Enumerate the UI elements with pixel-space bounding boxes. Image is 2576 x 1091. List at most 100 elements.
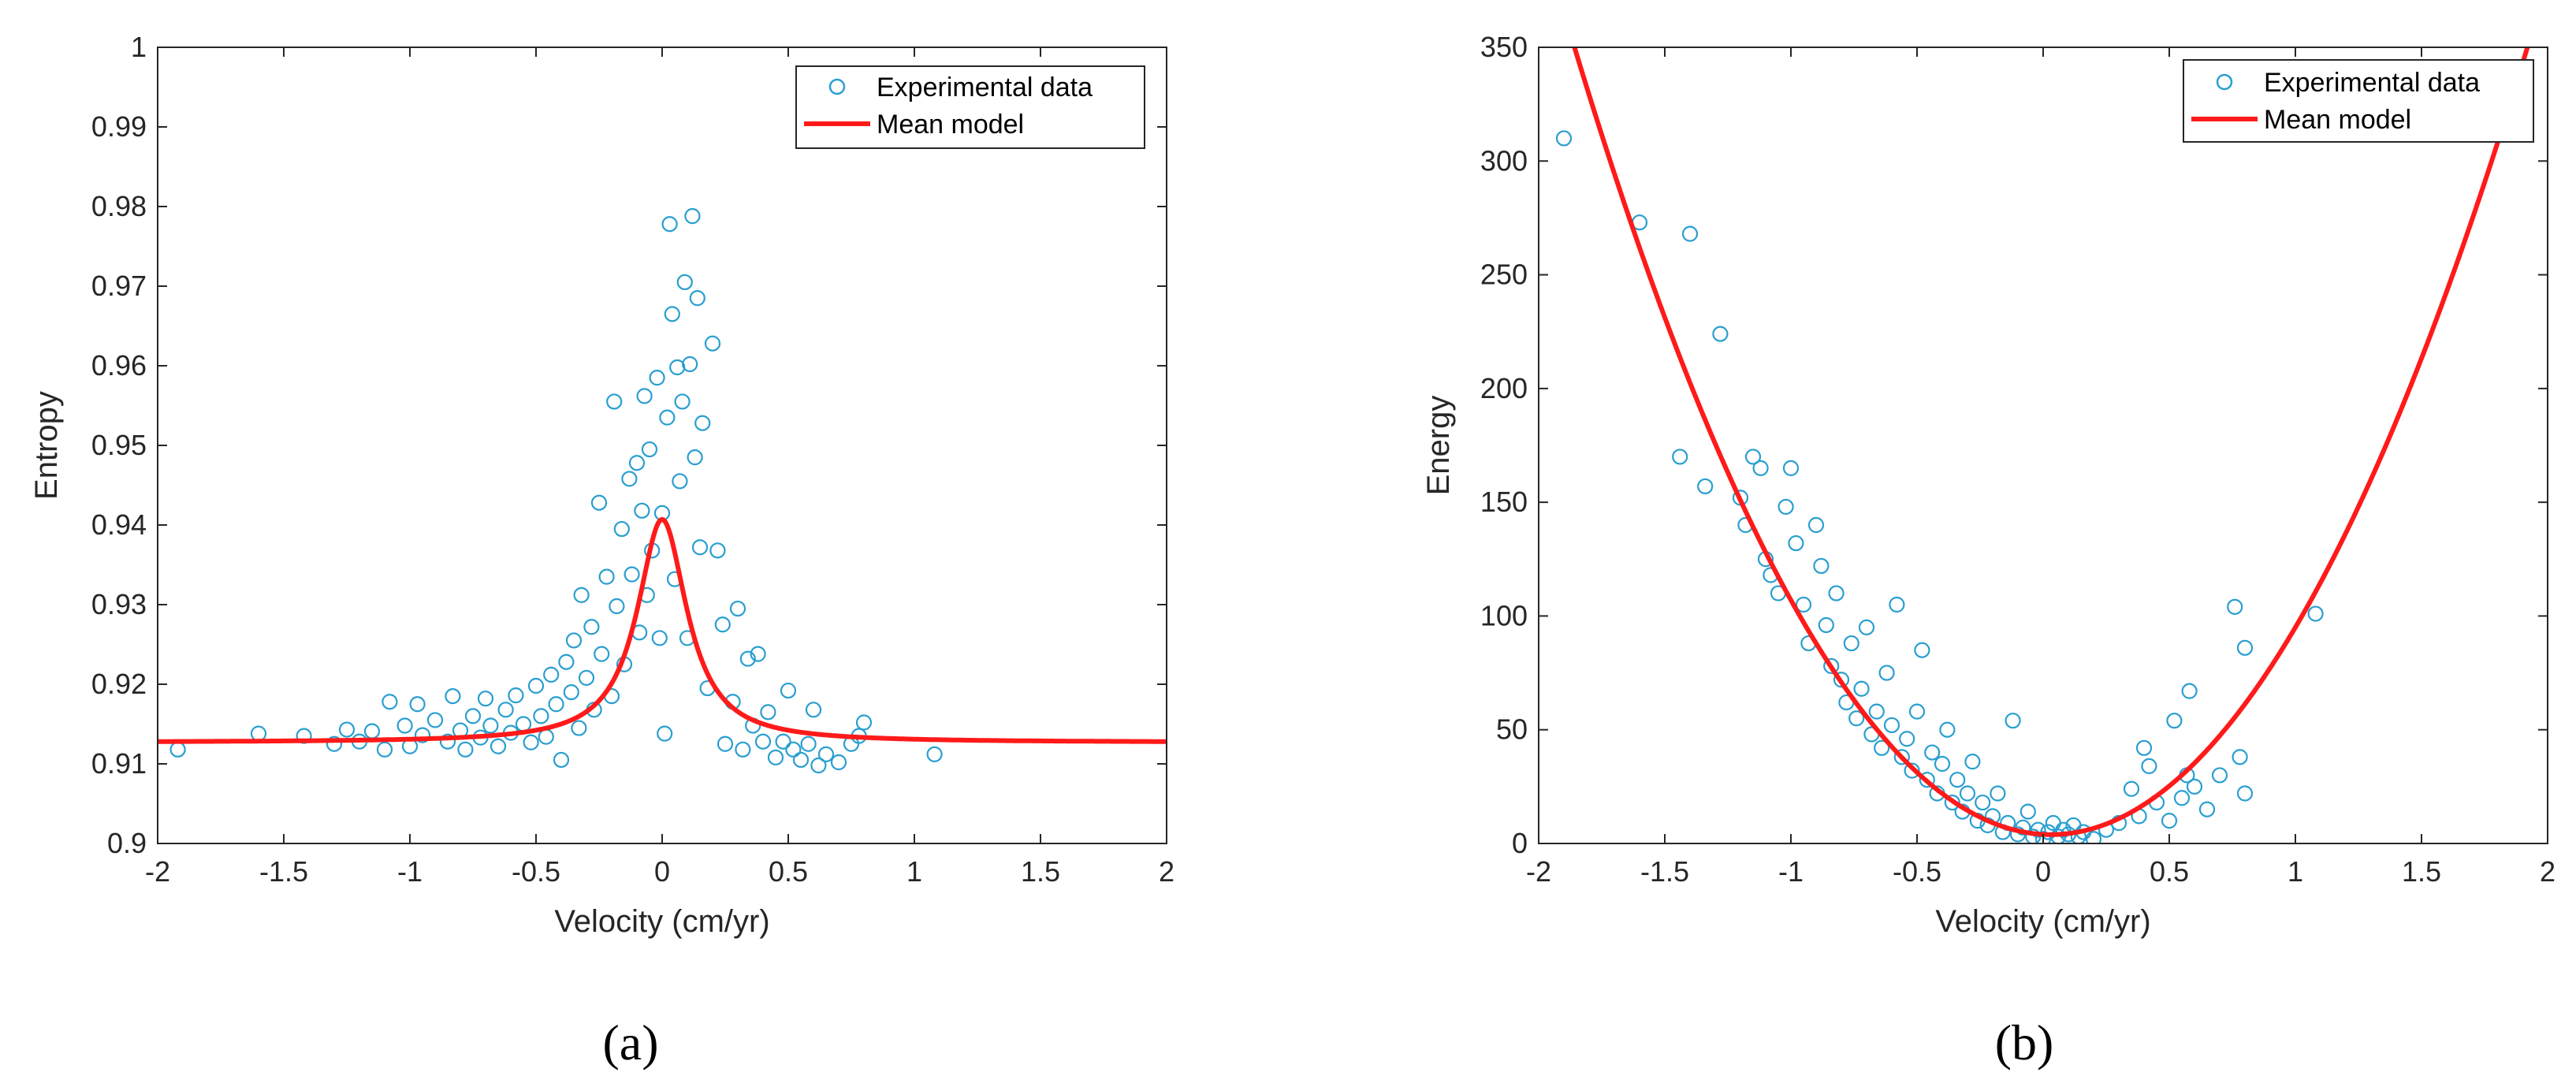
b-data-point: [1712, 326, 1729, 342]
a-data-point: [754, 733, 772, 750]
a-data-point: [508, 687, 524, 704]
a-data-point: [687, 449, 703, 466]
b-x-tick-label: -1: [1778, 855, 1804, 888]
a-x-tick-label: -0.5: [512, 855, 560, 888]
a-y-tick-label: 0.94: [91, 508, 147, 541]
a-data-point: [739, 650, 756, 667]
b-x-tick-label: 0: [2035, 855, 2051, 888]
b-legend: Experimental data Mean model: [2183, 59, 2534, 143]
b-data-point: [1807, 516, 1825, 534]
b-data-point: [1944, 794, 1960, 811]
a-data-point: [651, 630, 668, 646]
b-data-point: [2015, 819, 2031, 836]
b-data-point: [2030, 821, 2046, 838]
b-y-tick-label: 50: [1496, 713, 1528, 746]
a-data-point: [641, 441, 658, 458]
b-data-point: [1914, 642, 1930, 658]
b-data-point: [2173, 790, 2191, 806]
a-data-point: [735, 741, 751, 758]
a-data-point: [717, 735, 734, 752]
b-data-point: [1853, 680, 1870, 697]
a-data-point: [664, 306, 680, 322]
b-data-point: [1878, 665, 1895, 681]
b-x-axis-label: Velocity (cm/yr): [1935, 904, 2150, 939]
a-data-point: [464, 708, 482, 724]
a-data-point: [548, 696, 564, 713]
a-data-point: [583, 619, 600, 635]
b-data-point: [2227, 598, 2243, 615]
b-data-point: [1975, 794, 1991, 811]
a-data-point: [613, 520, 630, 538]
a-data-point: [684, 208, 701, 225]
a-data-point: [634, 502, 650, 519]
b-data-point: [1788, 534, 1804, 552]
a-data-point: [326, 735, 343, 752]
b-y-axis-label: Energy: [1421, 396, 1456, 496]
b-y-tick-label: 250: [1480, 259, 1528, 291]
b-data-point: [1908, 703, 1926, 720]
a-data-point: [382, 694, 398, 710]
a-data-point: [810, 757, 827, 774]
a-data-point: [573, 586, 590, 603]
a-x-ticks: -2 -1.5 -1 -0.5 0 0.5 1 1.5 2: [145, 47, 1174, 888]
a-data-point: [661, 216, 678, 233]
b-legend-label-scatter: Experimental data: [2264, 68, 2480, 98]
b-data-point: [2070, 828, 2086, 843]
b-data-point: [2055, 821, 2072, 838]
b-data-point: [1848, 710, 1865, 727]
b-data-point: [2198, 801, 2216, 817]
a-legend-marker-scatter: [828, 78, 846, 95]
a-data-point: [775, 733, 791, 750]
a-y-tick-label: 0.97: [91, 270, 147, 302]
b-x-tick-label: 1.5: [2402, 855, 2441, 888]
a-x-tick-label: 0: [654, 855, 670, 888]
a-data-point: [543, 666, 560, 683]
a-data-point: [497, 702, 514, 718]
b-data-point: [1843, 635, 1859, 652]
a-y-tick-label: 1: [131, 31, 147, 63]
a-axes-frame: [157, 47, 1167, 844]
a-data-point: [414, 727, 431, 743]
b-y-tick-label: 350: [1480, 31, 1528, 63]
a-data-point: [490, 738, 507, 754]
b-legend-marker-scatter: [2216, 73, 2233, 91]
b-y-tick-label: 150: [1480, 486, 1528, 518]
b-data-point: [2123, 780, 2140, 797]
b-data-point: [2019, 803, 2036, 820]
b-data-point: [1858, 619, 1875, 635]
a-data-point: [672, 473, 688, 490]
b-data-point: [1795, 596, 1812, 613]
a-data-point: [445, 688, 461, 705]
a-data-point: [926, 746, 943, 762]
a-data-point: [571, 720, 587, 736]
b-x-tick-label: -2: [1526, 855, 1551, 888]
b-data-point: [1889, 596, 1905, 613]
a-data-point: [649, 370, 665, 386]
b-scatter-points: [1555, 130, 2324, 843]
a-data-point: [409, 696, 426, 713]
a-data-point: [624, 566, 640, 583]
a-data-point: [855, 714, 873, 731]
a-x-tick-label: 0.5: [769, 855, 808, 888]
b-data-point: [1874, 739, 1890, 756]
a-data-point: [682, 356, 698, 373]
b-data-point: [2161, 813, 2178, 829]
a-data-point: [830, 754, 847, 771]
a-legend-label-scatter: Experimental data: [877, 73, 1093, 102]
a-y-tick-label: 0.99: [91, 110, 147, 143]
b-data-point: [1782, 460, 1800, 476]
a-data-point: [606, 393, 623, 410]
b-x-tick-label: -0.5: [1893, 855, 1941, 888]
panel-b-energy: -2 -1.5 -1 -0.5 0 0.5 1 1.5 2 0 50 100 150 200 250 300…: [1421, 31, 2556, 1071]
a-data-point: [767, 749, 784, 766]
b-data-point: [1778, 498, 1794, 516]
a-data-point: [578, 669, 595, 687]
b-data-point: [2085, 831, 2102, 843]
b-data-point: [1919, 772, 1935, 788]
b-data-point: [1893, 749, 1910, 765]
a-data-point: [558, 653, 575, 670]
a-data-point: [609, 598, 625, 615]
b-legend-box: [2183, 59, 2534, 143]
b-data-point: [2307, 605, 2324, 622]
a-data-point: [594, 646, 610, 662]
